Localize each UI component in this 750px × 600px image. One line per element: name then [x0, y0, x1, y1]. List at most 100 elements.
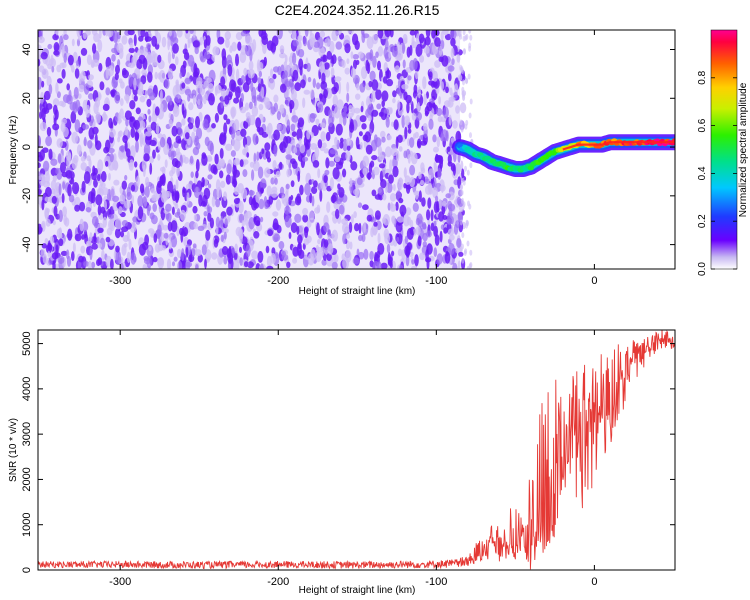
noise-blob [39, 121, 47, 132]
noise-blob [328, 160, 336, 167]
noise-blob [256, 151, 260, 161]
noise-blob [353, 211, 357, 219]
noise-blob [338, 81, 342, 95]
noise-blob [375, 88, 382, 100]
noise-blob [206, 58, 213, 65]
noise-blob [397, 248, 403, 257]
noise-blob [403, 91, 408, 101]
noise-blob [183, 52, 190, 60]
noise-blob [55, 30, 59, 36]
noise-blob [367, 115, 372, 122]
noise-blob [94, 133, 98, 146]
noise-blob [260, 187, 264, 194]
noise-blob [401, 84, 409, 90]
noise-blob [171, 125, 178, 137]
noise-blob [437, 115, 443, 123]
noise-blob [378, 163, 386, 169]
noise-blob [109, 152, 114, 163]
noise-blob [61, 68, 66, 79]
noise-blob [468, 112, 472, 119]
noise-blob [203, 187, 211, 200]
noise-blob [369, 70, 376, 82]
noise-blob [347, 30, 353, 34]
noise-blob [311, 195, 315, 207]
noise-blob [60, 161, 66, 174]
noise-blob [139, 95, 146, 103]
noise-blob [153, 233, 158, 243]
noise-blob [52, 123, 60, 131]
noise-blob [404, 37, 408, 44]
noise-blob [265, 150, 271, 160]
noise-blob [159, 218, 163, 227]
noise-blob [290, 194, 294, 201]
noise-blob [446, 146, 451, 153]
noise-blob [309, 89, 315, 100]
noise-blob [253, 231, 260, 239]
noise-blob [78, 73, 82, 85]
noise-blob [360, 66, 368, 80]
noise-blob [239, 106, 247, 114]
noise-blob [299, 66, 303, 76]
noise-blob [232, 159, 240, 166]
noise-blob [450, 163, 456, 172]
noise-blob [459, 102, 467, 114]
noise-blob [440, 129, 448, 142]
noise-blob [149, 162, 153, 175]
noise-blob [91, 243, 99, 250]
noise-blob [207, 212, 212, 222]
noise-blob [71, 64, 75, 73]
noise-blob [51, 195, 57, 204]
noise-blob [462, 35, 466, 42]
noise-blob [216, 186, 222, 199]
noise-blob [359, 115, 367, 123]
noise-blob [185, 30, 189, 34]
noise-blob [40, 51, 48, 60]
noise-blob [406, 102, 410, 114]
noise-blob [365, 59, 369, 72]
noise-blob [96, 258, 101, 267]
noise-blob [210, 164, 217, 174]
noise-blob [413, 133, 416, 140]
noise-blob [257, 166, 264, 179]
noise-blob [161, 245, 166, 251]
noise-blob [359, 141, 363, 150]
noise-blob [416, 213, 423, 224]
noise-blob [468, 30, 472, 34]
noise-blob [107, 147, 115, 154]
noise-blob [152, 53, 156, 67]
noise-blob [57, 153, 62, 164]
noise-blob [362, 167, 368, 176]
spectrogram-y-tick-label: 40 [21, 43, 33, 55]
noise-blob [161, 173, 166, 186]
noise-blob [310, 143, 318, 150]
noise-blob [283, 198, 289, 207]
noise-blob [296, 128, 303, 141]
noise-blob [269, 77, 276, 90]
noise-blob [457, 212, 463, 222]
noise-blob [371, 109, 379, 117]
noise-blob [154, 106, 160, 116]
noise-blob [338, 204, 345, 215]
noise-blob [176, 208, 181, 216]
noise-blob [317, 36, 324, 49]
noise-blob [335, 161, 343, 170]
noise-blob [223, 122, 228, 135]
noise-blob [105, 30, 109, 37]
noise-blob [433, 225, 438, 237]
noise-blob [418, 171, 422, 180]
noise-blob [240, 30, 247, 37]
noise-blob [116, 42, 124, 54]
noise-blob [296, 225, 300, 235]
noise-blob [108, 128, 116, 138]
noise-blob [139, 134, 143, 148]
noise-blob [293, 147, 298, 154]
noise-blob [226, 206, 233, 216]
noise-blob [426, 101, 433, 112]
spectrogram-x-tick-label: 0 [591, 275, 597, 287]
noise-blob [352, 33, 359, 46]
noise-blob [392, 90, 397, 98]
noise-blob [299, 143, 306, 154]
noise-blob [142, 46, 148, 57]
noise-blob [402, 42, 405, 54]
